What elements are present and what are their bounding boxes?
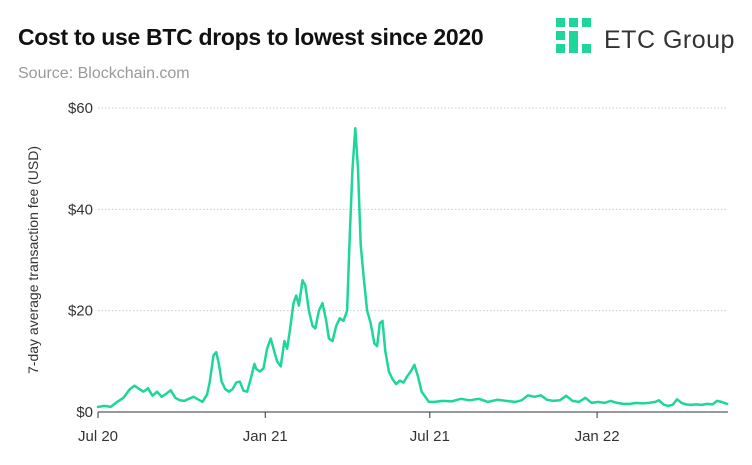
- logo-block: [569, 31, 578, 53]
- x-tick-label: Jan 22: [575, 428, 620, 445]
- logo-block: [556, 18, 565, 27]
- x-tick-label: Jul 20: [78, 428, 118, 445]
- x-tick-label: Jul 21: [410, 428, 450, 445]
- y-tick-label: $20: [68, 303, 93, 320]
- series-line: [96, 127, 729, 409]
- logo-block: [582, 18, 591, 27]
- axes: $0 $20 $40 $60 Jul 20 Jan 21 Jul 21 Jan 22: [68, 100, 728, 445]
- etc-group-logo: ETC Group: [556, 18, 736, 58]
- logo-block: [556, 44, 565, 53]
- x-tick-label: Jan 21: [243, 428, 288, 445]
- series-layer: [96, 127, 729, 409]
- y-tick-label: $60: [68, 100, 93, 117]
- y-tick-label: $40: [68, 201, 93, 218]
- chart-source: Source: Blockchain.com: [18, 65, 190, 82]
- logo-block: [582, 44, 591, 53]
- logo-block: [556, 31, 565, 40]
- logo-block: [569, 18, 578, 27]
- grid-lines: [98, 107, 728, 312]
- chart-title: Cost to use BTC drops to lowest since 20…: [18, 24, 484, 50]
- etc-group-logo-icon: [556, 18, 591, 53]
- logo-text: ETC Group: [604, 26, 735, 54]
- y-axis-label: 7-day average transaction fee (USD): [25, 146, 41, 374]
- y-tick-label: $0: [76, 404, 93, 421]
